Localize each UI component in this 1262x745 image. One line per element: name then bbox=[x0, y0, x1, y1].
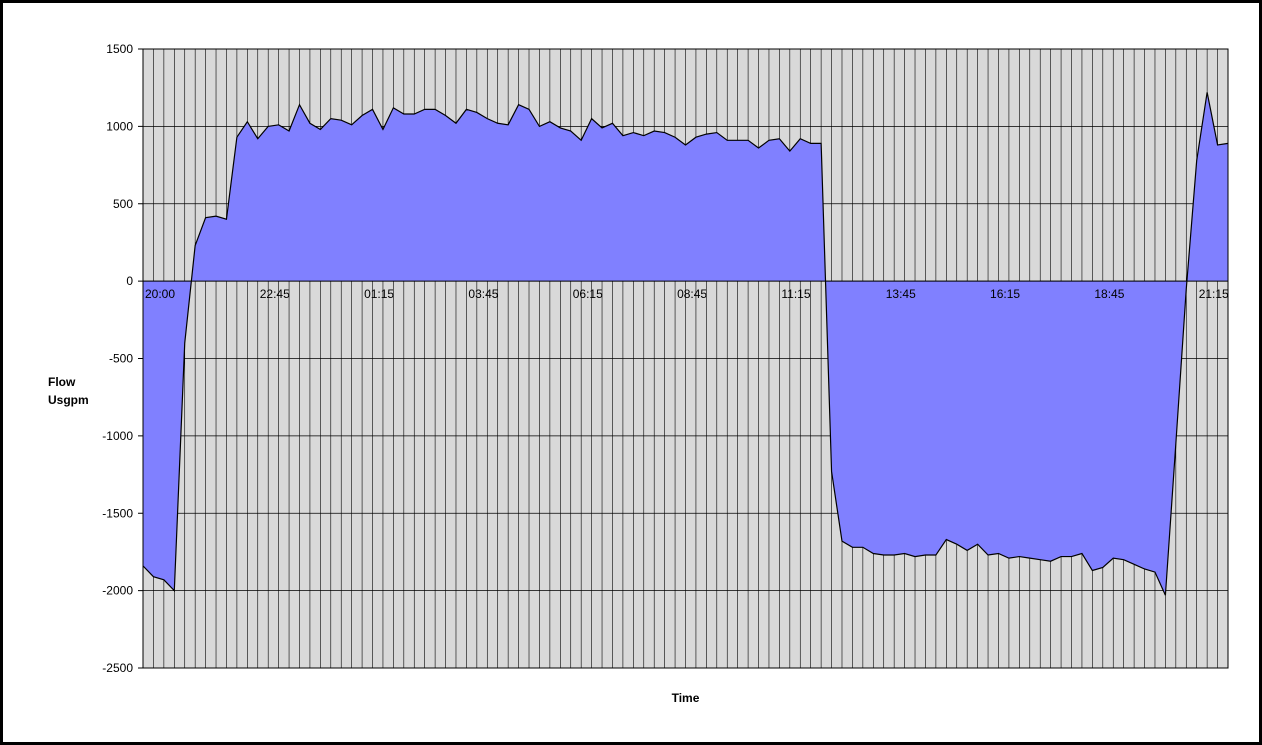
y-tick-label: 500 bbox=[113, 197, 133, 211]
y-axis-title-line-2: Usgpm bbox=[48, 393, 89, 407]
x-tick-label: 03:45 bbox=[468, 287, 498, 301]
x-tick-label: 20:00 bbox=[145, 287, 175, 301]
y-tick-label: 1500 bbox=[106, 42, 133, 56]
y-axis-title-line-1: Flow bbox=[48, 375, 76, 389]
x-tick-label: 22:45 bbox=[260, 287, 290, 301]
y-tick-label: -2000 bbox=[102, 584, 133, 598]
x-tick-label: 06:15 bbox=[573, 287, 603, 301]
x-tick-label: 21:15 bbox=[1199, 287, 1229, 301]
y-tick-label: 0 bbox=[126, 274, 133, 288]
x-tick-label: 08:45 bbox=[677, 287, 707, 301]
x-tick-label: 18:45 bbox=[1094, 287, 1124, 301]
flow-area-series bbox=[143, 92, 1228, 596]
x-tick-label: 16:15 bbox=[990, 287, 1020, 301]
y-tick-label: -1500 bbox=[102, 506, 133, 520]
x-tick-label: 11:15 bbox=[781, 287, 810, 301]
y-tick-label: -1000 bbox=[102, 429, 133, 443]
y-tick-label: -500 bbox=[109, 352, 133, 366]
plot-area-border bbox=[142, 48, 1229, 669]
y-tick-label: -2500 bbox=[102, 661, 133, 675]
flow-line-series bbox=[142, 92, 1229, 596]
y-axis-tick-labels: 1500 1000 500 0 -500 -1000 -1500 -2000 -2500 bbox=[102, 42, 133, 675]
y-tick-label: 1000 bbox=[106, 119, 133, 133]
flow-area-chart: 1500 1000 500 0 -500 -1000 -1500 -2000 -2500 20:… bbox=[48, 42, 1229, 705]
x-tick-label: 01:15 bbox=[364, 287, 394, 301]
x-tick-label: 13:45 bbox=[886, 287, 916, 301]
x-axis-tick-labels: 20:00 22:45 01:15 03:45 06:15 08:45 11:15 13:45… bbox=[145, 287, 1229, 301]
x-axis-title: Time bbox=[672, 691, 700, 705]
